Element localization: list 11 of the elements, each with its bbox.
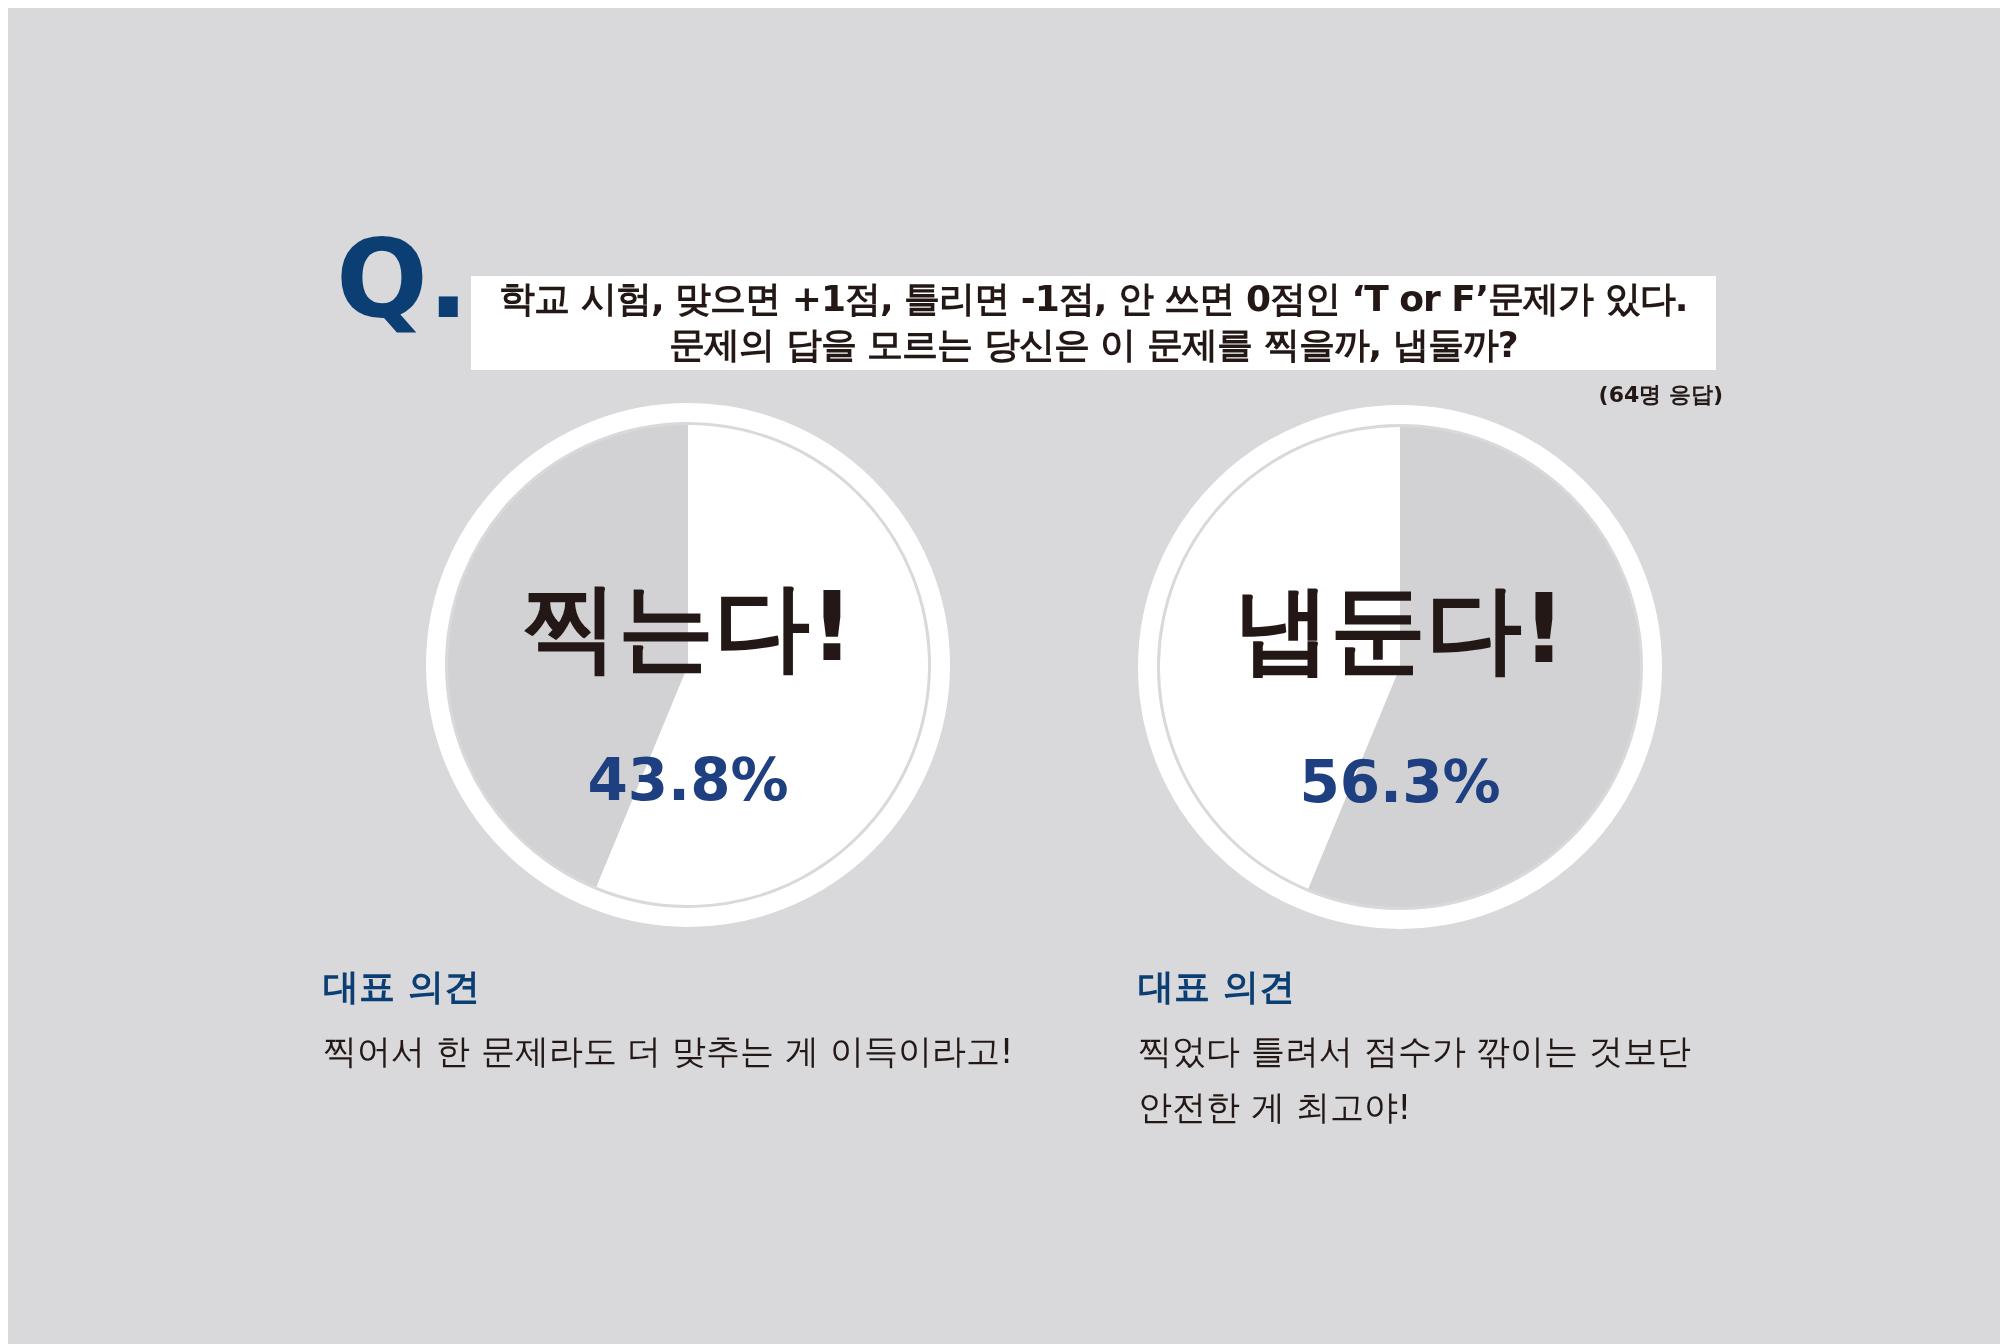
text: (64명 응답) bbox=[1598, 381, 1723, 409]
text: 찍었다 틀려서 점수가 깎이는 것보단 안전한 게 최고야! bbox=[1138, 1030, 1692, 1129]
data-label: 43.8% bbox=[587, 746, 789, 815]
chart-title: Q. bbox=[336, 217, 469, 342]
text: 찍어서 한 문제라도 더 맞추는 게 이득이라고! bbox=[323, 1030, 1014, 1073]
text: 대표 의견 bbox=[323, 965, 480, 1009]
slice-label: 냅둔다! bbox=[1234, 572, 1566, 685]
text: 학교 시험, 맞으면 +1점, 틀리면 -1점, 안 쓰면 0점인 ‘T or F’문제가 있다. 문제의 답을 모르는 당신은 이 문제를 찍을까, 냅둘까? bbox=[471, 276, 1716, 370]
text: 대표 의견 bbox=[1138, 965, 1295, 1009]
slice-label: 찍는다! bbox=[522, 570, 854, 683]
data-label: 56.3% bbox=[1299, 748, 1501, 817]
